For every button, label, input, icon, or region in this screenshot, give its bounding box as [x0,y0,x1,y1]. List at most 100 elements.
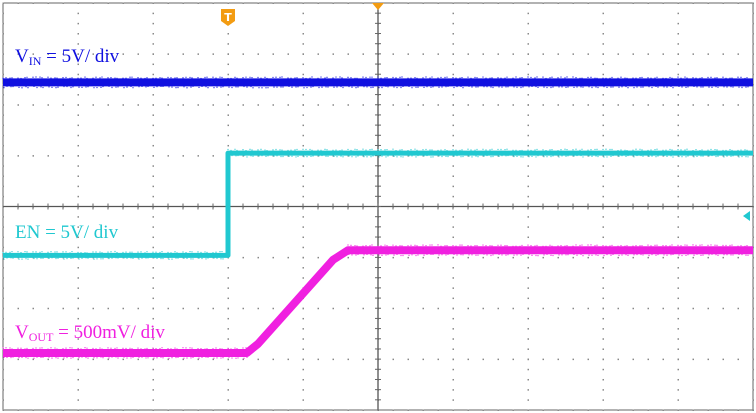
grid-dot [123,410,125,412]
grid-dot [453,308,455,310]
grid-dot [228,379,230,381]
grid-dot [528,216,530,218]
grid-dot [678,23,680,25]
grid-dot [513,104,515,106]
grid-dot [78,13,80,15]
grid-dot [198,410,200,412]
grid-dot [453,328,455,330]
grid-dot [573,257,575,259]
grid-dot [108,3,110,5]
grid-dot [693,308,695,310]
grid-dot [603,64,605,66]
grid-dot [273,257,275,259]
grid-dot [258,53,260,55]
grid-dot [738,308,740,310]
grid-dot [78,267,80,269]
grid-dot [3,3,5,5]
grid-dot [693,3,695,5]
grid-dot [333,308,335,310]
grid-dot [138,53,140,55]
grid-dot [588,257,590,259]
grid-dot [48,155,50,157]
grid-dot [543,359,545,361]
grid-dot [33,3,35,5]
grid-dot [153,175,155,177]
grid-dot [678,175,680,177]
grid-dot [513,410,515,412]
grid-dot [603,135,605,137]
grid-dot [528,389,530,391]
grid-dot [393,104,395,106]
grid-dot [693,257,695,259]
grid-dot [228,33,230,35]
grid-dot [78,247,80,249]
grid-dot [573,53,575,55]
grid-dot [48,3,50,5]
grid-dot [603,237,605,239]
grid-dot [228,145,230,147]
grid-dot [303,308,305,310]
grid-dot [93,104,95,106]
grid-dot [453,74,455,76]
grid-dot [453,114,455,116]
grid-dot [18,308,20,310]
grid-dot [153,64,155,66]
grid-dot [153,104,155,106]
grid-dot [753,338,755,340]
grid-dot [78,165,80,167]
series-label-vout: VOUT = 500mV/ div [15,322,165,345]
grid-dot [558,104,560,106]
grid-dot [318,104,320,106]
grid-dot [153,359,155,361]
grid-dot [753,165,755,167]
grid-dot [753,257,755,259]
grid-dot [228,64,230,66]
grid-dot [318,53,320,55]
grid-dot [3,94,5,96]
grid-dot [588,104,590,106]
grid-dot [528,64,530,66]
grid-dot [453,389,455,391]
grid-dot [753,196,755,198]
grid-dot [138,359,140,361]
grid-dot [153,135,155,137]
grid-dot [78,33,80,35]
grid-dot [153,379,155,381]
grid-dot [528,257,530,259]
grid-dot [228,135,230,137]
grid-dot [3,145,5,147]
grid-dot [153,165,155,167]
grid-dot [33,308,35,310]
grid-dot [438,308,440,310]
grid-dot [468,53,470,55]
grid-dot [528,287,530,289]
grid-dot [738,104,740,106]
grid-dot [753,43,755,45]
grid-dot [303,53,305,55]
grid-dot [468,308,470,310]
grid-dot [78,145,80,147]
grid-dot [228,328,230,330]
grid-dot [393,410,395,412]
grid-dot [603,3,605,5]
grid-dot [483,257,485,259]
grid-dot [723,3,725,5]
grid-dot [603,267,605,269]
grid-dot [303,359,305,361]
grid-dot [288,410,290,412]
grid-dot [753,3,755,5]
grid-dot [63,308,65,310]
grid-dot [753,226,755,228]
grid-dot [183,155,185,157]
grid-dot [453,3,455,5]
grid-dot [153,155,155,157]
grid-dot [753,277,755,279]
grid-dot [528,348,530,350]
grid-dot [303,145,305,147]
grid-dot [3,287,5,289]
grid-dot [33,155,35,157]
grid-dot [303,3,305,5]
grid-dot [678,33,680,35]
grid-dot [183,3,185,5]
grid-dot [558,53,560,55]
